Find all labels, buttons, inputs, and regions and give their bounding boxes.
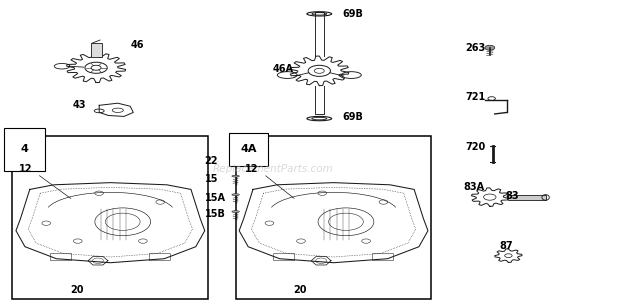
Ellipse shape bbox=[232, 175, 239, 177]
Text: 20: 20 bbox=[293, 285, 307, 294]
Text: 12: 12 bbox=[19, 164, 32, 174]
Text: 15B: 15B bbox=[205, 209, 226, 219]
Text: 46A: 46A bbox=[273, 64, 294, 74]
FancyBboxPatch shape bbox=[508, 195, 546, 200]
Text: 721: 721 bbox=[465, 92, 485, 102]
Ellipse shape bbox=[232, 211, 239, 213]
Text: 12: 12 bbox=[245, 164, 259, 174]
Text: 263: 263 bbox=[465, 43, 485, 52]
FancyBboxPatch shape bbox=[91, 43, 102, 57]
Text: 15: 15 bbox=[205, 174, 218, 184]
Text: 46: 46 bbox=[130, 40, 144, 50]
Text: 69B: 69B bbox=[343, 9, 364, 19]
Ellipse shape bbox=[232, 194, 239, 196]
Text: 720: 720 bbox=[465, 142, 485, 152]
Text: 20: 20 bbox=[70, 285, 84, 294]
Text: 83A: 83A bbox=[463, 182, 484, 192]
Text: 83: 83 bbox=[505, 191, 519, 201]
Text: 15A: 15A bbox=[205, 192, 226, 202]
Bar bbox=[236, 136, 431, 299]
Text: 22: 22 bbox=[205, 156, 218, 165]
Text: 4: 4 bbox=[20, 144, 29, 154]
Bar bbox=[12, 136, 208, 299]
Text: 69B: 69B bbox=[343, 112, 364, 122]
Text: 4A: 4A bbox=[241, 144, 257, 154]
Ellipse shape bbox=[232, 157, 239, 159]
Circle shape bbox=[485, 45, 495, 50]
Text: ReplacementParts.com: ReplacementParts.com bbox=[213, 164, 333, 174]
Text: 43: 43 bbox=[73, 100, 86, 110]
Text: 87: 87 bbox=[499, 241, 513, 251]
